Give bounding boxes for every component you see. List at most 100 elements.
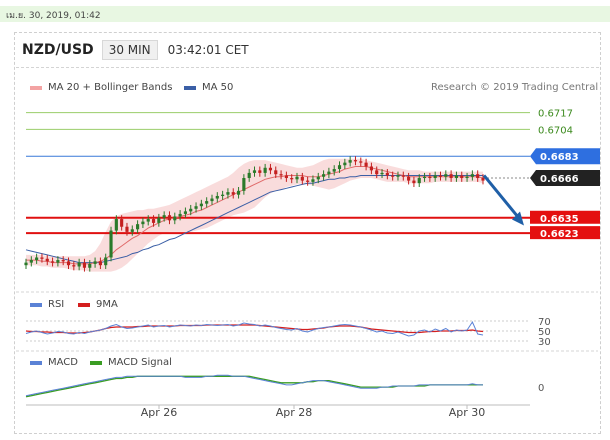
candle-body <box>199 203 203 207</box>
candle-body <box>236 190 241 195</box>
candle-body <box>407 176 411 181</box>
legend-rsi-label: RSI <box>48 299 65 310</box>
legend-ma20-label: MA 20 + Bollinger Bands <box>48 82 173 93</box>
last-price-tag <box>530 170 600 187</box>
candle-body <box>157 217 161 223</box>
macd-signal-line <box>25 375 483 398</box>
support-tag <box>530 210 600 224</box>
resistance-tag <box>530 148 600 165</box>
timeframe-selector[interactable]: 30 MIN <box>101 40 158 60</box>
candle-body <box>242 178 246 191</box>
candle-body <box>130 229 134 232</box>
time-label-0: Apr 26 <box>141 406 178 419</box>
candle-body <box>40 257 44 259</box>
candle-body <box>45 258 49 262</box>
candle-body <box>226 192 230 195</box>
chart-frame <box>14 32 601 434</box>
candle-body <box>173 216 177 221</box>
legend-macd-signal-label: MACD Signal <box>108 357 172 368</box>
candle-body <box>396 175 400 177</box>
legend-9ma: 9MA <box>78 299 118 310</box>
candle-body <box>449 174 453 179</box>
candle-body <box>141 221 145 225</box>
candle-body <box>56 260 60 263</box>
candle-body <box>125 226 129 232</box>
forecast-arrow-head <box>512 211 524 226</box>
candle-body <box>470 174 474 177</box>
candle-body <box>353 160 358 162</box>
ma20-line <box>26 166 484 265</box>
candle-body <box>50 261 55 263</box>
candle-body <box>417 178 421 184</box>
candle-body <box>279 174 283 176</box>
candle-body <box>231 192 235 195</box>
candle-body <box>465 176 469 179</box>
legend-macd-label: MACD <box>48 357 78 368</box>
candle-body <box>401 175 405 177</box>
candle-body <box>151 219 156 223</box>
candle-body <box>274 170 278 175</box>
candle-body <box>88 263 92 268</box>
candle-body <box>29 260 33 263</box>
candle-body <box>215 195 219 199</box>
candle-body <box>66 261 71 266</box>
candle-body <box>481 178 485 181</box>
candle-body <box>359 161 363 163</box>
currency-pair: NZD/USD <box>22 42 94 58</box>
candle-body <box>369 166 373 171</box>
candle-body <box>268 167 273 171</box>
candle-body <box>428 176 432 179</box>
legend-ma20: MA 20 + Bollinger Bands <box>30 82 172 93</box>
legend-macd: MACD <box>30 357 78 368</box>
candle-body <box>311 179 315 182</box>
candle-body <box>35 257 39 261</box>
rsi-tick-1: 50 <box>538 327 551 338</box>
candle-body <box>178 213 182 217</box>
legend-macd-swatch <box>30 360 42 365</box>
candle-body <box>72 265 76 267</box>
legend-macd-signal: MACD Signal <box>90 357 172 368</box>
candle-body <box>332 169 336 172</box>
candle-body <box>77 262 81 267</box>
ma9-line <box>25 324 484 334</box>
candle-body <box>136 224 140 230</box>
legend-ma20-swatch <box>30 85 42 90</box>
legend-9ma-label: 9MA <box>96 299 118 310</box>
macd-tick-0: 0 <box>538 383 544 394</box>
candle-body <box>120 219 124 227</box>
timestamp-bar: เม.ย. 30, 2019, 01:42 <box>0 6 610 22</box>
legend-ma50: MA 50 <box>184 82 233 93</box>
chart-header: NZD/USD 30 MIN 03:42:01 CET <box>20 39 249 61</box>
candle-body <box>444 174 448 177</box>
candle-body <box>263 167 267 173</box>
price-tag-1: 0.6704 <box>538 125 573 136</box>
candle-body <box>316 176 320 180</box>
bollinger-band <box>26 158 483 272</box>
candle-body <box>290 178 294 180</box>
candle-body <box>343 162 347 166</box>
candle-body <box>300 176 304 181</box>
time-label-2: Apr 30 <box>449 406 486 419</box>
time-label-1: Apr 28 <box>276 406 313 419</box>
candle-body <box>391 175 395 177</box>
candle-body <box>348 160 352 163</box>
candle-body <box>327 171 331 175</box>
ma50-line <box>25 175 483 264</box>
research-credit: Research © 2019 Trading Central <box>431 82 599 93</box>
candle-body <box>98 261 102 266</box>
price-tag-0: 0.6717 <box>538 109 573 120</box>
candle-body <box>194 206 198 209</box>
candle-body <box>167 215 172 221</box>
price-tag-5: 0.6623 <box>540 229 579 240</box>
chart-time: 03:42:01 CET <box>167 43 249 57</box>
candle-body <box>476 174 480 179</box>
price-tag-2: 0.6683 <box>540 152 579 163</box>
forecast-arrow <box>482 174 522 221</box>
candle-body <box>221 194 225 196</box>
candle-body <box>380 172 384 175</box>
support-tag <box>530 226 600 240</box>
rsi-tick-2: 30 <box>538 337 551 348</box>
candle-body <box>454 175 459 179</box>
legend-9ma-swatch <box>78 302 90 307</box>
